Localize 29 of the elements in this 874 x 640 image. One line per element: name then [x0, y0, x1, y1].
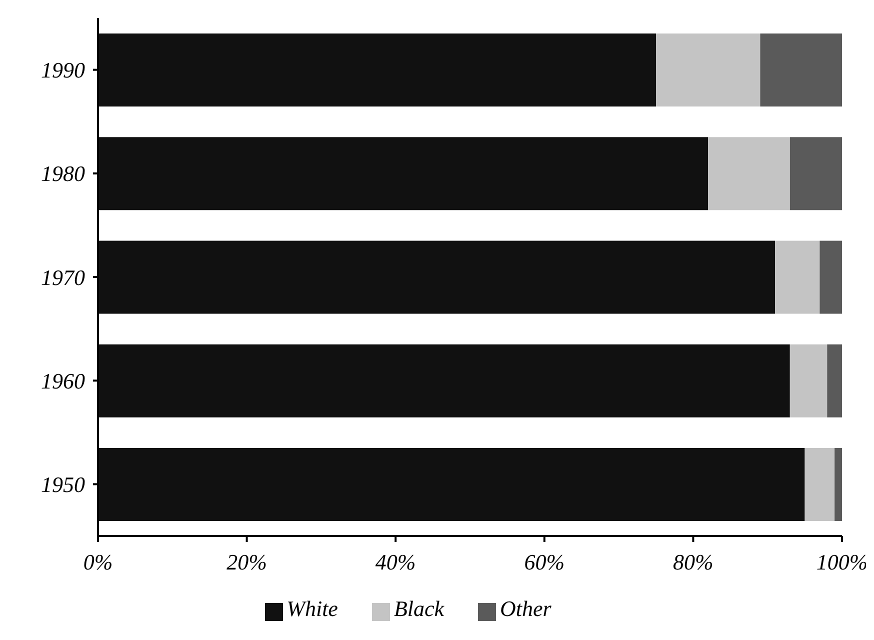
bar	[790, 137, 842, 210]
bar	[804, 448, 835, 521]
x-tick-label: 80%	[673, 550, 714, 575]
bar	[98, 137, 708, 210]
bar	[760, 34, 842, 107]
bar	[790, 344, 828, 418]
y-tick-label: 1950	[41, 472, 85, 498]
y-tick-label: 1990	[41, 58, 85, 83]
y-tick-label: 1970	[41, 264, 85, 290]
x-tick-label: 0%	[83, 550, 113, 575]
x-tick-label: 40%	[375, 550, 416, 575]
bar	[98, 344, 790, 418]
x-tick-label: 60%	[524, 550, 565, 575]
bar	[98, 240, 776, 314]
legend-label: Other	[500, 596, 552, 621]
bar	[775, 240, 820, 314]
bar	[827, 344, 842, 418]
bar	[820, 240, 842, 314]
y-tick-label: 1980	[41, 161, 85, 186]
bar	[708, 137, 790, 210]
x-tick-label: 100%	[816, 550, 868, 575]
x-tick-label: 20%	[226, 550, 267, 575]
legend-label: White	[286, 596, 338, 621]
y-tick-label: 1960	[41, 368, 85, 394]
bar	[98, 448, 805, 521]
bar	[834, 448, 842, 521]
legend-label: Black	[394, 596, 444, 621]
bar	[98, 34, 656, 107]
bar	[656, 34, 760, 107]
